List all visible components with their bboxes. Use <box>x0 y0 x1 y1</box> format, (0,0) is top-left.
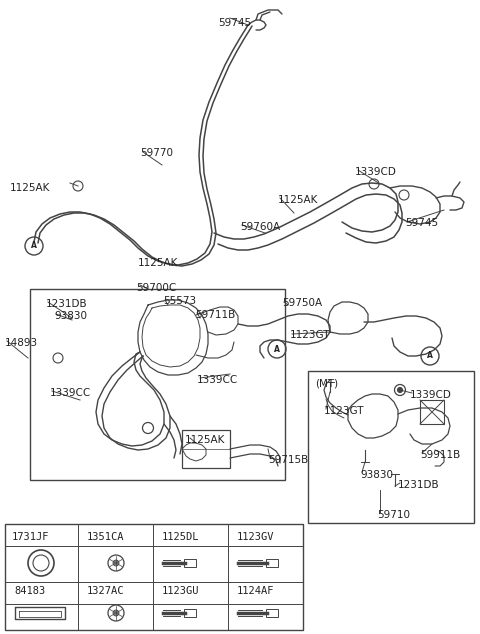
Bar <box>182 430 230 468</box>
Text: 59715B: 59715B <box>268 455 308 465</box>
Text: 1231DB: 1231DB <box>398 480 440 490</box>
Text: 59911B: 59911B <box>420 450 460 460</box>
Text: 59700C: 59700C <box>136 283 176 293</box>
Text: 1125AK: 1125AK <box>185 435 226 445</box>
Bar <box>30 289 285 480</box>
Text: 1339CD: 1339CD <box>410 390 452 400</box>
Circle shape <box>397 387 403 392</box>
Text: 1327AC: 1327AC <box>86 586 124 596</box>
Text: A: A <box>274 344 280 354</box>
Text: 59711B: 59711B <box>195 310 235 320</box>
Text: A: A <box>427 351 433 361</box>
Text: 1731JF: 1731JF <box>11 532 49 542</box>
Text: 1351CA: 1351CA <box>86 532 124 542</box>
Text: 59745: 59745 <box>405 218 438 228</box>
Text: 59770: 59770 <box>140 148 173 158</box>
Circle shape <box>113 560 119 566</box>
Text: (MT): (MT) <box>315 378 338 388</box>
Text: 1123GT: 1123GT <box>290 330 331 340</box>
Text: 1123GV: 1123GV <box>236 532 274 542</box>
Circle shape <box>113 610 119 616</box>
Text: 1339CD: 1339CD <box>355 167 397 177</box>
Text: 93830: 93830 <box>360 470 393 480</box>
Text: 1339CC: 1339CC <box>50 388 91 398</box>
Bar <box>308 371 474 523</box>
Bar <box>5 524 303 630</box>
Text: 1125AK: 1125AK <box>278 195 318 205</box>
Text: 59745: 59745 <box>218 18 251 28</box>
Text: 55573: 55573 <box>163 296 196 306</box>
Text: 1231DB: 1231DB <box>46 299 88 309</box>
Text: 1125DL: 1125DL <box>161 532 199 542</box>
Text: 59760A: 59760A <box>240 222 280 232</box>
Text: 59750A: 59750A <box>282 298 322 308</box>
Text: 93830: 93830 <box>54 311 87 321</box>
Bar <box>266 559 278 567</box>
Text: A: A <box>31 242 37 250</box>
Text: 59710: 59710 <box>377 510 410 520</box>
Bar <box>420 400 444 424</box>
Text: 1123GU: 1123GU <box>161 586 199 596</box>
Text: 1125AK: 1125AK <box>138 258 179 268</box>
Text: 1123GT: 1123GT <box>324 406 364 416</box>
Text: 14893: 14893 <box>5 338 38 348</box>
Text: 84183: 84183 <box>14 586 46 596</box>
Bar <box>266 609 278 617</box>
Text: 1124AF: 1124AF <box>236 586 274 596</box>
Bar <box>184 559 196 567</box>
Text: 1125AK: 1125AK <box>10 183 50 193</box>
Text: 1339CC: 1339CC <box>197 375 238 385</box>
Bar <box>184 609 196 617</box>
